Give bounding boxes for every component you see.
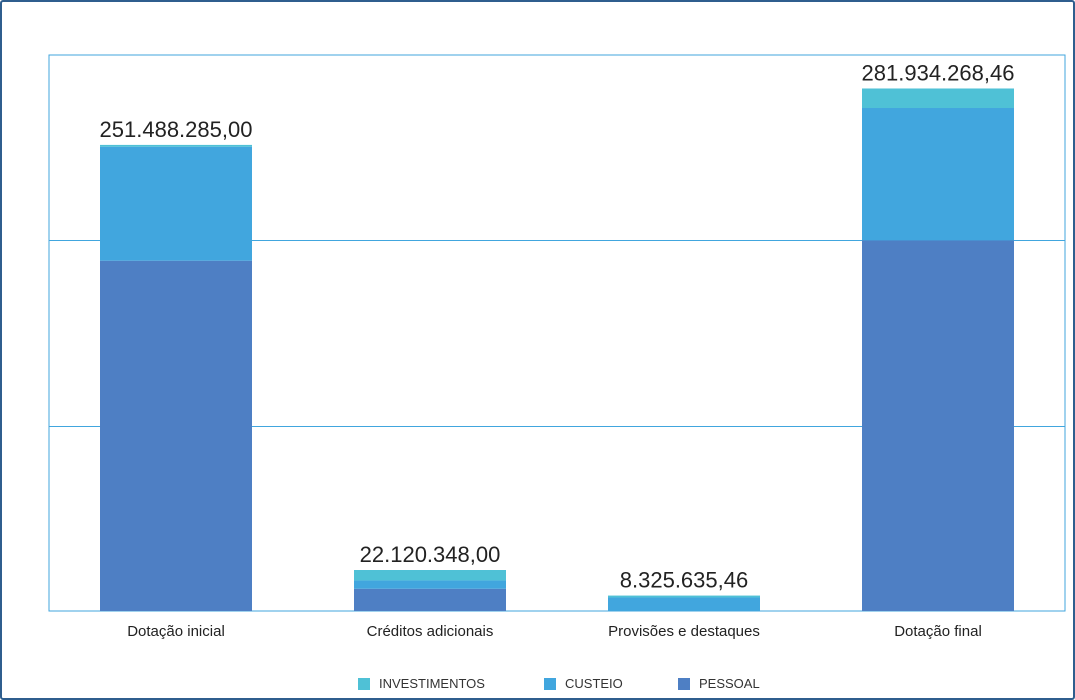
- total-label-4: 281.934.268,46: [862, 60, 1015, 85]
- legend-swatch-pessoal: [678, 677, 690, 690]
- total-label-1: 251.488.285,00: [100, 117, 253, 142]
- category-label-1: Dotação inicial: [127, 623, 225, 640]
- total-label-3: 8.325.635,46: [620, 568, 748, 593]
- category-label-2: Créditos adicionais: [367, 623, 494, 640]
- legend-item-custeio: CUSTEIO: [544, 676, 623, 691]
- bar-investimentos-4: [862, 88, 1014, 109]
- category-label-3: Provisões e destaques: [608, 623, 760, 640]
- bar-investimentos-1: [100, 144, 252, 147]
- bar-custeio-2: [354, 580, 506, 589]
- bar-investimentos-2: [354, 570, 506, 581]
- legend-item-investimentos: INVESTIMENTOS: [358, 676, 485, 691]
- legend-label-investimentos: INVESTIMENTOS: [379, 676, 485, 691]
- legend-item-pessoal: PESSOAL: [678, 676, 760, 691]
- category-label-4: Dotação final: [894, 623, 982, 640]
- legend-swatch-investimentos: [358, 677, 370, 690]
- bar-pessoal-4: [862, 240, 1014, 612]
- bar-custeio-1: [100, 146, 252, 261]
- bar-pessoal-1: [100, 260, 252, 611]
- bar-pessoal-2: [354, 588, 506, 611]
- legend-label-pessoal: PESSOAL: [699, 676, 760, 691]
- bar-custeio-3: [608, 597, 760, 611]
- legend-swatch-custeio: [544, 677, 556, 690]
- bar-investimentos-3: [608, 595, 760, 598]
- total-label-2: 22.120.348,00: [360, 542, 501, 567]
- legend-label-custeio: CUSTEIO: [565, 676, 623, 691]
- bar-custeio-4: [862, 108, 1014, 241]
- plot-area-border: [48, 54, 1066, 612]
